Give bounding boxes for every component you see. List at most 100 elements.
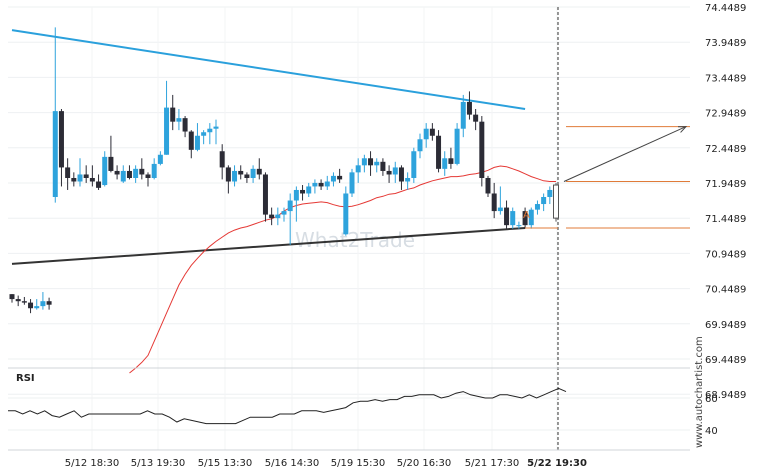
candle-body — [232, 170, 238, 182]
candle-body — [182, 118, 188, 132]
candle-body — [454, 128, 460, 164]
candle-body — [34, 306, 40, 309]
candle-body — [207, 128, 213, 133]
price-tick-label: 69.9489 — [705, 320, 746, 331]
candle-body — [176, 118, 182, 122]
candle-body — [448, 158, 454, 164]
time-tick-label: 5/21 17:30 — [465, 458, 519, 469]
candle-body — [71, 177, 77, 182]
candle-body — [65, 167, 71, 178]
moving-average-line — [129, 165, 556, 374]
candle-body — [269, 214, 275, 219]
candle-body — [139, 168, 145, 175]
candle-body — [52, 111, 58, 198]
candle-body — [102, 156, 108, 186]
candle-body — [516, 225, 522, 227]
rsi-label: RSI — [16, 373, 35, 384]
price-tick-label: 73.4489 — [705, 73, 746, 84]
candle-body — [355, 165, 361, 173]
candle-body — [330, 175, 336, 182]
candle-body — [343, 193, 349, 235]
candle-body — [40, 301, 46, 307]
candle-body — [225, 167, 231, 182]
candle-body — [429, 128, 435, 136]
price-tick-label: 70.4489 — [705, 285, 746, 296]
candle-body — [194, 135, 200, 150]
candle-body — [380, 161, 386, 171]
projection-arrow — [563, 126, 687, 182]
candle-body — [479, 121, 485, 178]
candle-body — [349, 172, 355, 194]
candle-body — [108, 156, 114, 171]
candle-body — [96, 181, 102, 188]
candle-body — [170, 107, 176, 122]
candle-body — [398, 167, 404, 182]
candle-body — [497, 207, 503, 212]
price-tick-label: 70.9489 — [705, 249, 746, 260]
candle-body — [133, 168, 139, 178]
moving-average — [129, 165, 556, 374]
side-label: www.autochartist.com — [694, 336, 705, 448]
candle-body — [510, 211, 516, 226]
candle-body — [58, 111, 64, 168]
candle-body — [114, 170, 120, 175]
candle-body — [528, 209, 534, 226]
time-tick-label: 5/13 19:30 — [131, 458, 185, 469]
candle-body — [374, 161, 380, 166]
candle-body — [473, 114, 479, 122]
candle-body — [460, 101, 466, 129]
time-tick-label: 5/15 13:30 — [198, 458, 252, 469]
candle-body — [120, 170, 126, 182]
candle-body — [324, 181, 330, 187]
candle-body — [534, 204, 540, 210]
price-tick-label: 72.4489 — [705, 144, 746, 155]
pattern-lines — [11, 29, 526, 265]
price-tick-label: 72.9489 — [705, 109, 746, 120]
candle-body — [293, 189, 299, 201]
candle-body — [287, 200, 293, 212]
candle-body — [300, 189, 306, 194]
candle-body — [164, 107, 170, 155]
candle-body — [442, 158, 448, 169]
candle-body — [318, 182, 324, 187]
candle-body — [250, 168, 256, 178]
candle-body — [244, 174, 250, 178]
rsi-panel: RSI 60 40 — [8, 367, 718, 437]
time-tick-label: 5/19 15:30 — [331, 458, 385, 469]
candle-body — [436, 135, 442, 169]
candle-body — [485, 177, 491, 194]
price-tick-label: 69.4489 — [705, 355, 746, 366]
price-tick-label: 71.9489 — [705, 179, 746, 190]
candle-body — [312, 182, 318, 187]
resistance-line — [11, 29, 526, 110]
candle-body — [262, 174, 268, 215]
candle-body — [151, 163, 157, 178]
candle-body — [405, 177, 411, 182]
candle-body — [423, 128, 429, 140]
candle-body — [9, 294, 15, 300]
candle-body — [126, 170, 132, 178]
time-tick-label: 5/16 14:30 — [265, 458, 319, 469]
candle-body — [491, 193, 497, 212]
pattern-point-label: A — [523, 210, 530, 221]
candle-body — [201, 132, 207, 136]
candle-body — [368, 158, 374, 166]
candle-body — [219, 151, 225, 168]
candle-body — [157, 154, 163, 164]
chart-grid — [8, 6, 690, 450]
time-axis: 5/12 18:30 5/13 19:30 5/15 13:30 5/16 14:30… — [8, 449, 690, 469]
candle-body — [392, 167, 398, 175]
candle-body — [275, 214, 281, 219]
candle-body — [238, 170, 244, 175]
price-axis: 74.4489 73.9489 73.4489 72.9489 72.4489 71.94… — [705, 3, 746, 401]
candle-body — [337, 175, 343, 180]
candles — [9, 27, 559, 314]
rsi-tick-label: 40 — [705, 426, 718, 437]
candle-body — [361, 158, 367, 166]
price-tick-label: 74.4489 — [705, 3, 746, 14]
candle-body — [77, 174, 83, 182]
candle-body — [83, 174, 89, 178]
pattern-annotations: A — [523, 126, 690, 229]
candle-body — [188, 131, 194, 150]
